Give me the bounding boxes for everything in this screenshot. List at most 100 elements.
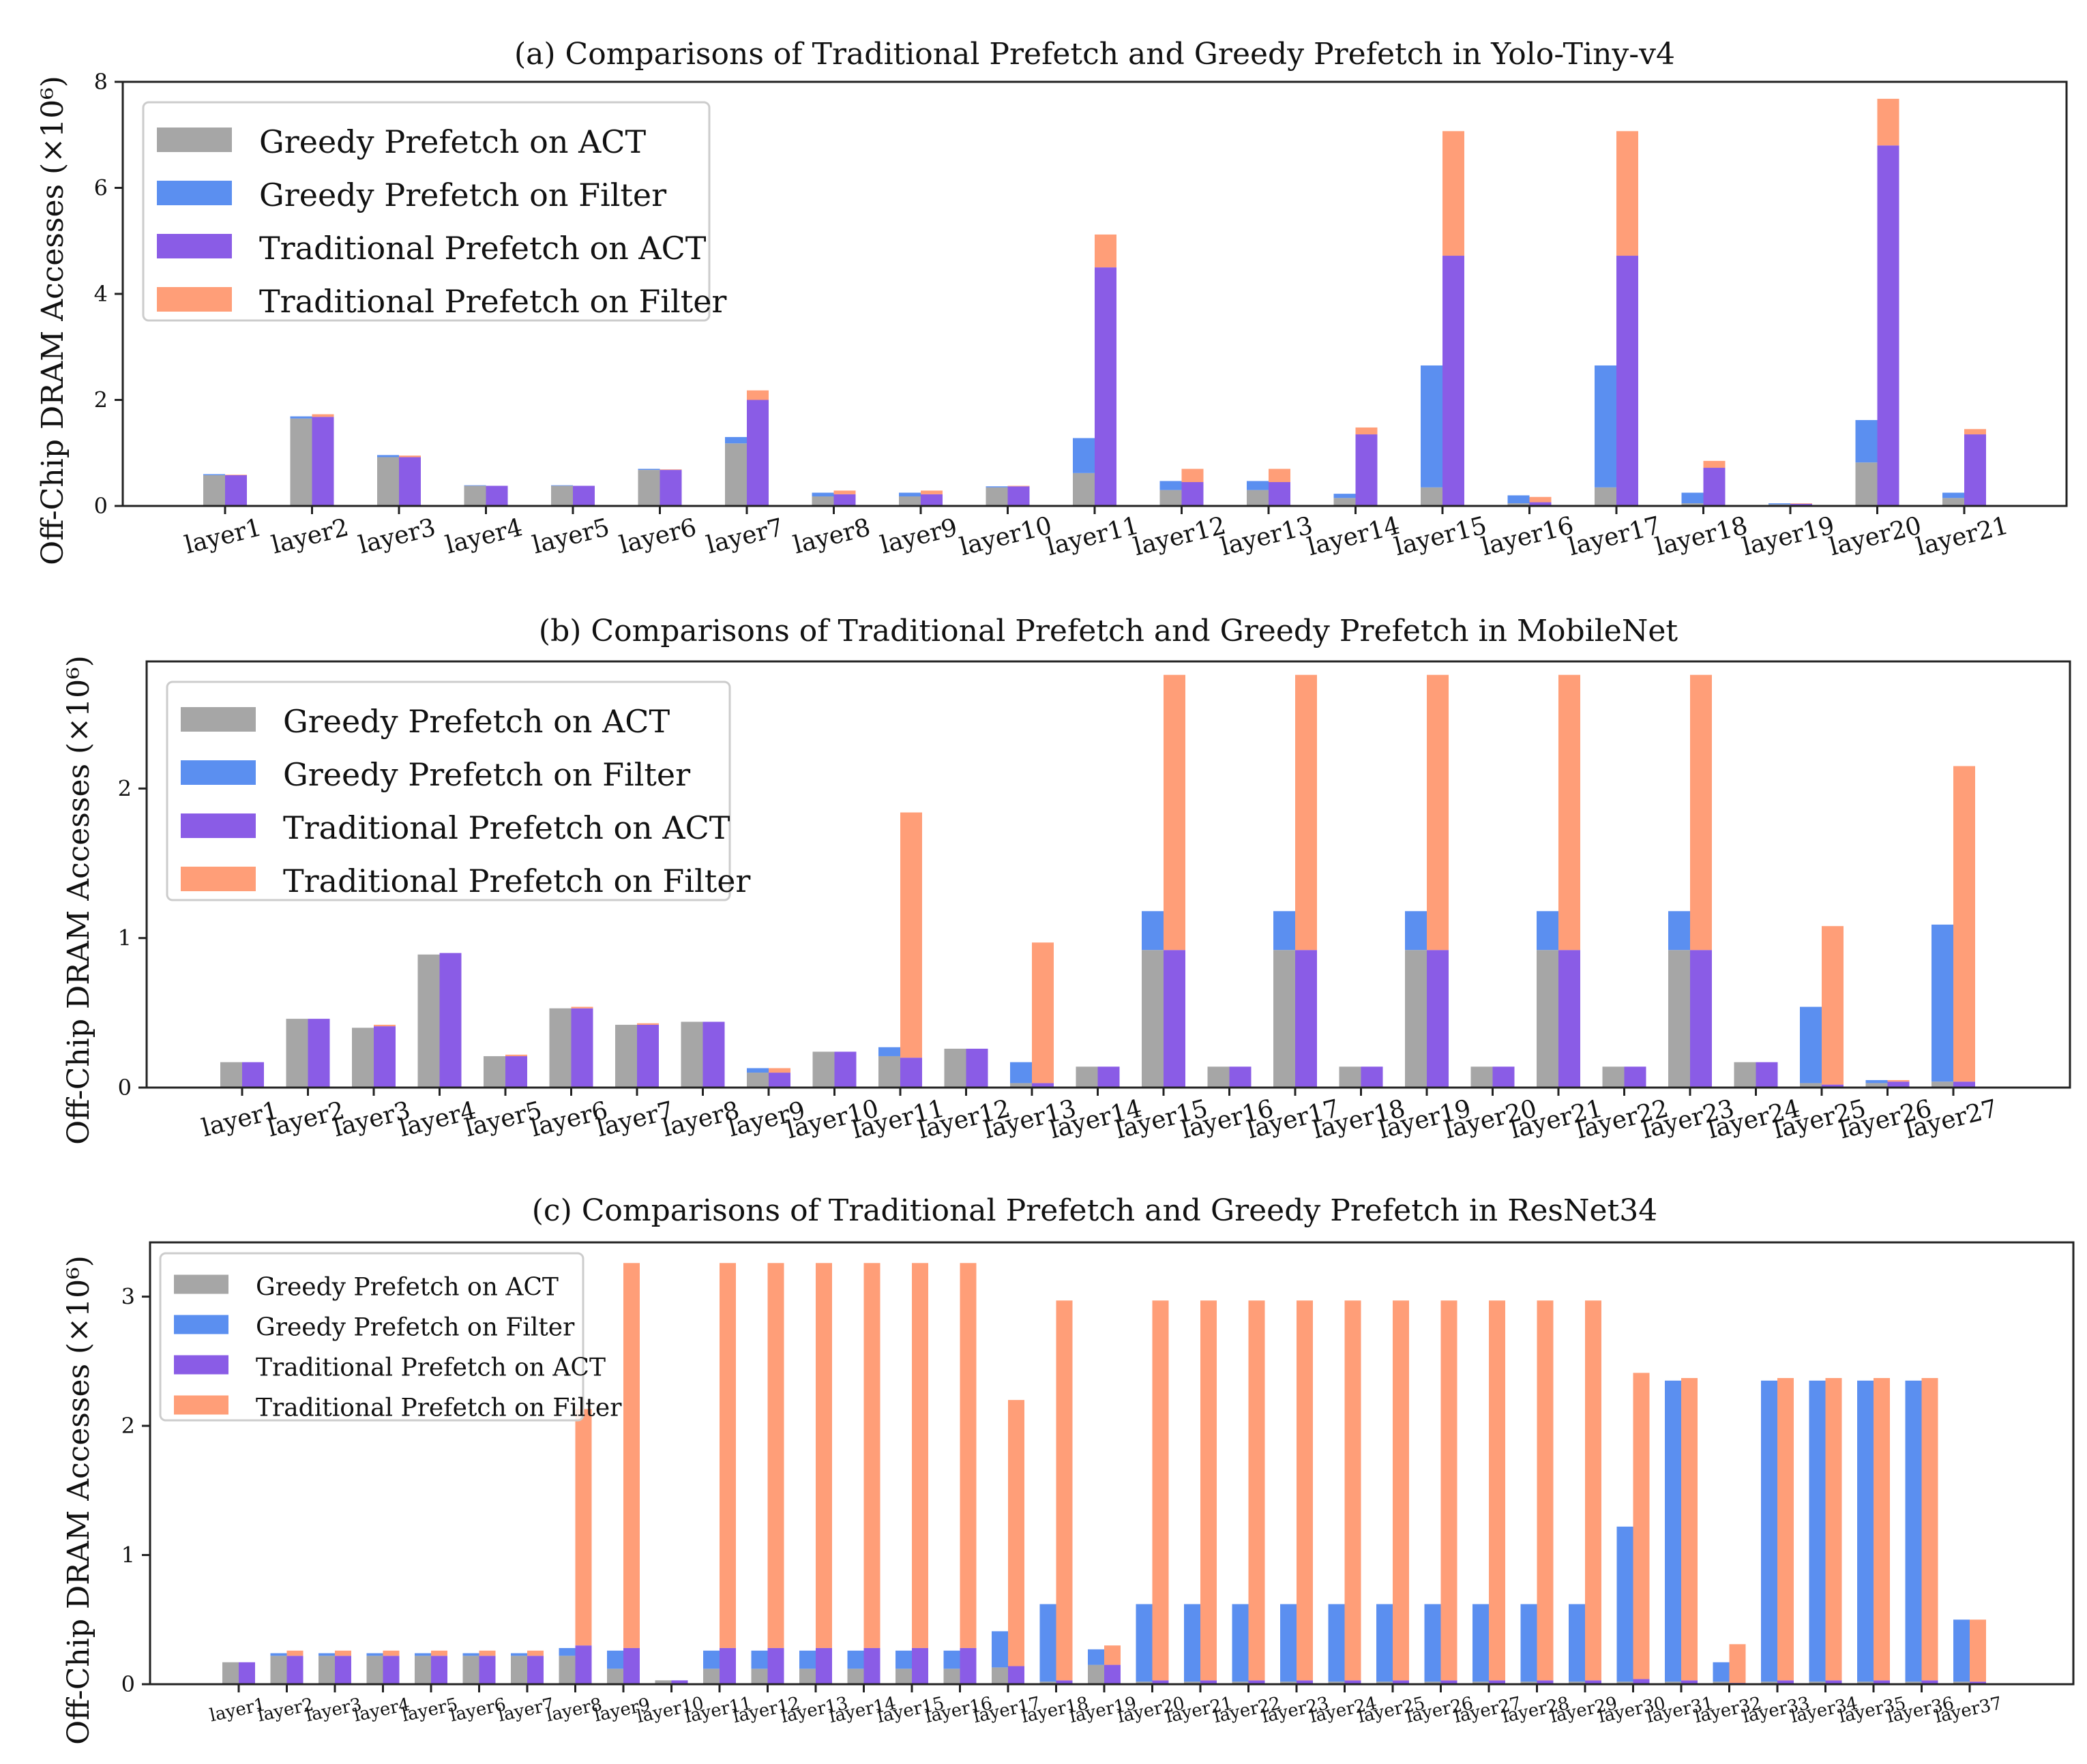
bar-greedy-act-c-24 [1328,1681,1345,1684]
x-tick-label-a-11: layer11 [1044,511,1141,561]
bar-greedy-act-b-3 [352,1028,374,1088]
legend-swatch-b-4 [181,867,256,891]
bar-trad-act-b-14 [1097,1066,1120,1088]
bar-trad-act-c-22 [1248,1680,1265,1684]
bar-greedy-act-a-12 [1159,490,1182,506]
y-tick-label-b-2: 2 [118,775,132,801]
bar-trad-act-b-20 [1492,1066,1515,1088]
bar-greedy-act-c-23 [1280,1681,1297,1684]
bar-greedy-act-a-16 [1507,503,1530,506]
bar-greedy-act-b-27 [1931,1081,1953,1088]
bar-trad-filter-c-7 [527,1650,544,1656]
bar-trad-filter-c-35 [1874,1377,1890,1681]
bar-greedy-act-a-1 [203,475,225,506]
x-tick-label-a-9: layer9 [878,513,960,560]
bar-trad-filter-a-13 [1269,468,1290,483]
bar-trad-filter-c-26 [1440,1300,1457,1681]
x-tick-label-a-17: layer17 [1565,511,1663,561]
bar-trad-act-c-10 [671,1680,688,1684]
legend-label-c-4: Traditional Prefetch on Filter [256,1394,622,1422]
bar-trad-filter-b-17 [1295,674,1317,951]
bar-trad-filter-c-15 [912,1263,928,1648]
bar-trad-act-a-11 [1095,267,1116,506]
bar-greedy-filter-a-18 [1681,492,1704,504]
bar-trad-act-a-13 [1269,482,1290,506]
bar-trad-filter-c-2 [286,1650,304,1656]
bar-trad-act-a-7 [747,400,769,506]
bar-greedy-act-c-3 [319,1656,335,1684]
bar-greedy-act-b-25 [1800,1083,1822,1088]
bar-trad-act-a-21 [1964,434,1986,506]
bar-trad-filter-b-15 [1164,674,1185,951]
legend-label-c-1: Greedy Prefetch on ACT [256,1274,559,1302]
bar-trad-act-c-30 [1633,1679,1650,1684]
bar-trad-act-c-29 [1585,1680,1601,1684]
bar-trad-filter-a-11 [1095,234,1116,268]
bar-trad-act-b-5 [505,1056,527,1088]
bar-greedy-filter-a-19 [1768,503,1790,505]
y-tick-label-a-4: 8 [94,69,108,95]
legend-swatch-a-2 [157,181,232,205]
bar-greedy-act-a-11 [1073,473,1095,506]
y-axis-label-a: Off-Chip DRAM Accesses (×10⁶) [35,76,70,565]
bar-trad-act-c-36 [1921,1680,1938,1684]
bar-greedy-filter-b-13 [1010,1062,1032,1083]
bar-trad-act-a-16 [1529,502,1552,506]
bar-greedy-filter-c-29 [1569,1604,1585,1682]
bar-trad-act-c-20 [1152,1680,1169,1684]
bar-trad-filter-c-16 [960,1263,977,1648]
bar-greedy-act-c-12 [751,1669,768,1684]
bar-greedy-filter-b-9 [747,1068,769,1073]
bar-greedy-act-c-4 [366,1656,383,1684]
bar-trad-act-c-5 [431,1656,447,1684]
bar-trad-filter-a-9 [921,490,943,494]
bar-trad-act-a-18 [1703,468,1726,506]
bar-trad-act-b-19 [1427,950,1449,1088]
x-tick-label-a-18: layer18 [1653,511,1750,561]
bar-greedy-filter-c-11 [703,1650,720,1669]
bar-greedy-act-c-18 [1039,1681,1056,1684]
bar-greedy-act-c-37 [1953,1681,1970,1684]
x-tick-label-a-19: layer19 [1739,511,1837,561]
legend-swatch-c-1 [174,1274,228,1294]
bar-trad-act-a-4 [486,485,508,506]
bar-greedy-act-a-8 [812,496,834,506]
y-tick-label-a-1: 2 [94,387,108,413]
x-tick-label-a-7: layer7 [704,513,786,560]
bar-greedy-act-b-10 [812,1051,835,1088]
bar-greedy-filter-a-4 [464,485,486,486]
bar-greedy-filter-c-14 [847,1650,864,1669]
bar-trad-act-a-5 [573,485,595,506]
x-tick-label-a-2: layer2 [269,513,351,560]
bar-trad-filter-a-16 [1529,496,1552,503]
bar-greedy-filter-c-27 [1472,1604,1489,1682]
bar-trad-act-c-19 [1104,1664,1121,1684]
bar-trad-act-b-9 [769,1073,790,1088]
bar-trad-act-a-6 [660,470,682,506]
chart-title-a: (a) Comparisons of Traditional Prefetch … [514,37,1675,72]
x-tick-label-a-10: layer10 [957,511,1054,561]
bar-greedy-act-b-6 [549,1008,572,1088]
bar-greedy-filter-c-21 [1184,1604,1200,1682]
bar-greedy-filter-a-17 [1595,365,1616,488]
y-tick-label-a-2: 4 [94,281,108,307]
bar-trad-act-c-6 [479,1656,496,1684]
bar-greedy-filter-c-6 [462,1653,479,1656]
legend-swatch-b-1 [181,707,256,732]
bar-trad-filter-c-28 [1537,1300,1554,1681]
bar-greedy-act-a-21 [1942,498,1964,506]
chart-panel-b: (b) Comparisons of Traditional Prefetch … [61,614,2071,1145]
legend-swatch-c-3 [174,1355,228,1375]
bar-greedy-act-c-19 [1088,1664,1104,1684]
bar-greedy-act-c-10 [655,1680,672,1684]
bar-trad-filter-c-21 [1200,1300,1217,1681]
x-tick-label-a-5: layer5 [530,513,612,560]
bar-greedy-filter-c-16 [943,1650,960,1669]
legend-swatch-c-2 [174,1315,228,1334]
bar-trad-filter-a-2 [312,414,334,417]
legend-box-a [142,101,711,322]
chart-panel-c: (c) Comparisons of Traditional Prefetch … [61,1193,2075,1745]
bar-trad-filter-b-9 [769,1068,790,1073]
bar-trad-act-a-1 [225,475,247,506]
legend-c: Greedy Prefetch on ACT Greedy Prefetch on… [159,1252,622,1422]
